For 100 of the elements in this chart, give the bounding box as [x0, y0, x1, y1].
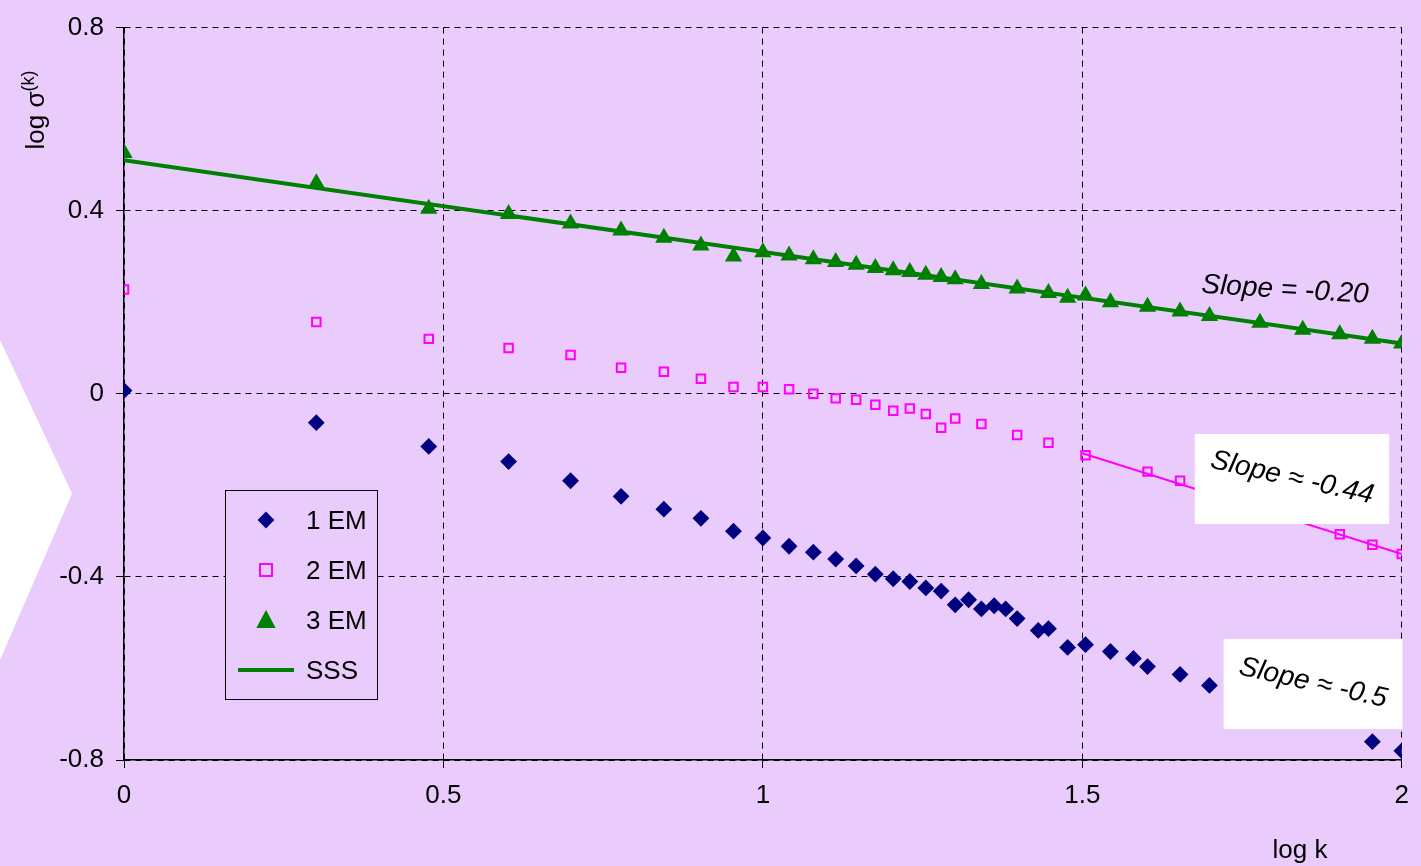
point [976, 418, 987, 430]
point [613, 488, 630, 505]
point [420, 438, 437, 455]
point [1331, 325, 1348, 340]
point [867, 566, 884, 583]
point [562, 214, 579, 229]
y-tick-label: 0.8 [67, 10, 104, 41]
point [420, 199, 437, 214]
point [728, 381, 739, 393]
point [781, 246, 798, 261]
point [1043, 437, 1054, 449]
y-tick-label: 0 [89, 376, 104, 407]
x-axis-title: log k [1272, 834, 1329, 864]
point [850, 394, 862, 405]
point [805, 250, 822, 265]
point [725, 523, 742, 540]
point [655, 501, 672, 518]
point [1009, 279, 1026, 294]
point [725, 247, 742, 262]
point [1201, 306, 1218, 321]
point [692, 236, 709, 251]
point [781, 538, 798, 555]
point [1172, 302, 1189, 317]
x-tick-label: 0 [116, 778, 132, 809]
point [308, 174, 325, 189]
point [870, 399, 881, 411]
legend-label: 2 EM [306, 554, 367, 586]
point [960, 591, 977, 608]
x-tick-label: 1 [755, 778, 771, 809]
x-tick-label: 2 [1394, 778, 1409, 809]
point [1040, 284, 1057, 299]
y-axis-title: log σ(k) [17, 70, 50, 150]
point [1334, 529, 1346, 540]
point [308, 414, 325, 431]
point [613, 221, 629, 236]
point [920, 408, 932, 420]
point [933, 583, 950, 600]
point [1172, 666, 1189, 683]
annotation: Slope ≈ -0.44 [1207, 443, 1377, 510]
point [867, 258, 884, 273]
point [503, 342, 514, 354]
point [947, 270, 964, 285]
point [1040, 620, 1057, 637]
point [1125, 650, 1142, 667]
point [848, 255, 865, 270]
point [848, 557, 865, 574]
point [1011, 429, 1023, 441]
point [973, 600, 990, 617]
point [973, 274, 990, 289]
annotation: Slope ≈ -0.5 [1236, 649, 1391, 713]
point [692, 510, 709, 527]
point [423, 333, 434, 345]
y-tick-label: -0.4 [59, 560, 104, 591]
legend-label: SSS [306, 654, 359, 686]
point [783, 383, 795, 395]
point [997, 600, 1014, 617]
point [1059, 639, 1076, 656]
point [311, 316, 322, 328]
legend-label: 1 EM [306, 504, 367, 536]
x-tick-label: 0.5 [425, 778, 462, 809]
point [947, 596, 964, 613]
point [1142, 466, 1153, 477]
point [1102, 643, 1119, 660]
point [808, 388, 819, 400]
point [887, 405, 899, 416]
point [1102, 293, 1119, 308]
point [901, 263, 918, 278]
point [1139, 297, 1156, 312]
point [901, 573, 918, 590]
point [830, 393, 841, 404]
point [1174, 475, 1186, 487]
point [757, 381, 769, 393]
point [935, 422, 947, 433]
point [933, 268, 950, 283]
point [754, 243, 771, 258]
x-tick-label: 1.5 [1064, 778, 1101, 809]
point [1294, 320, 1311, 335]
point [1077, 286, 1094, 301]
point [1201, 677, 1218, 694]
y-tick-label: -0.8 [59, 743, 104, 774]
point [565, 349, 576, 361]
point [1364, 733, 1381, 750]
point [562, 472, 579, 489]
point [917, 579, 934, 596]
point [827, 551, 844, 568]
point [1367, 539, 1378, 551]
point [1077, 636, 1094, 653]
point [986, 597, 1003, 614]
point [500, 453, 517, 470]
point [1059, 288, 1076, 303]
point [1139, 658, 1156, 675]
point [1009, 610, 1026, 627]
point [1252, 313, 1268, 328]
point [655, 228, 672, 243]
point [885, 261, 902, 276]
annotation: Slope = -0.20 [1200, 267, 1370, 309]
point [695, 373, 707, 384]
point [805, 544, 822, 561]
point [500, 204, 517, 219]
legend-label: 3 EM [306, 604, 367, 636]
